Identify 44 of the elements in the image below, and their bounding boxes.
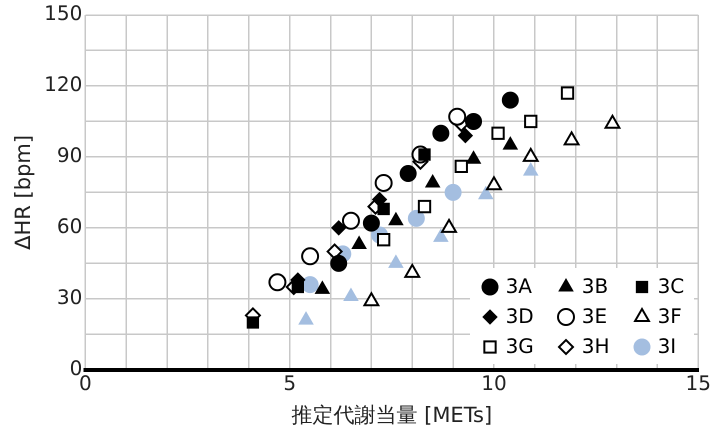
x-tick-label: 15: [686, 371, 711, 396]
point: [376, 233, 390, 246]
y-tick-label: 60: [56, 214, 82, 238]
point: [330, 254, 348, 272]
legend-label: 3F: [658, 304, 682, 328]
point: [444, 184, 462, 201]
point: [448, 108, 466, 126]
point: [377, 202, 390, 216]
point: [331, 220, 346, 236]
point: [465, 112, 482, 130]
x-tick-label: 10: [481, 371, 507, 396]
point: [458, 128, 473, 144]
y-tick-label: 120: [44, 72, 82, 96]
point: [362, 214, 380, 232]
x-tick-label: 5: [283, 371, 296, 396]
point: [432, 124, 450, 142]
x-axis-title: 推定代謝当量 [METs]: [291, 402, 492, 427]
point: [524, 114, 538, 128]
legend-label: 3A: [506, 274, 532, 298]
y-tick-label: 30: [56, 285, 82, 310]
point: [301, 247, 320, 266]
legend-label: 3D: [506, 304, 534, 328]
point: [418, 200, 432, 214]
legend-label: 3H: [582, 334, 610, 358]
point: [560, 86, 574, 100]
point: [491, 126, 505, 140]
point: [342, 212, 360, 230]
point: [408, 210, 425, 227]
y-tick-label: 90: [56, 143, 82, 168]
point: [502, 92, 519, 109]
legend-label: 3E: [582, 304, 608, 328]
legend-label: 3I: [658, 334, 676, 358]
point: [454, 160, 468, 174]
point: [268, 273, 286, 292]
point: [246, 316, 260, 329]
legend-label: 3C: [658, 274, 684, 298]
legend-label: 3G: [506, 334, 534, 358]
point: [326, 244, 343, 260]
y-axis-title: ΔHR [bpm]: [11, 134, 36, 250]
point: [292, 280, 304, 294]
legend-label: 3B: [582, 274, 608, 298]
point: [374, 174, 393, 192]
y-tick-label: 150: [44, 1, 82, 26]
point: [400, 164, 417, 182]
